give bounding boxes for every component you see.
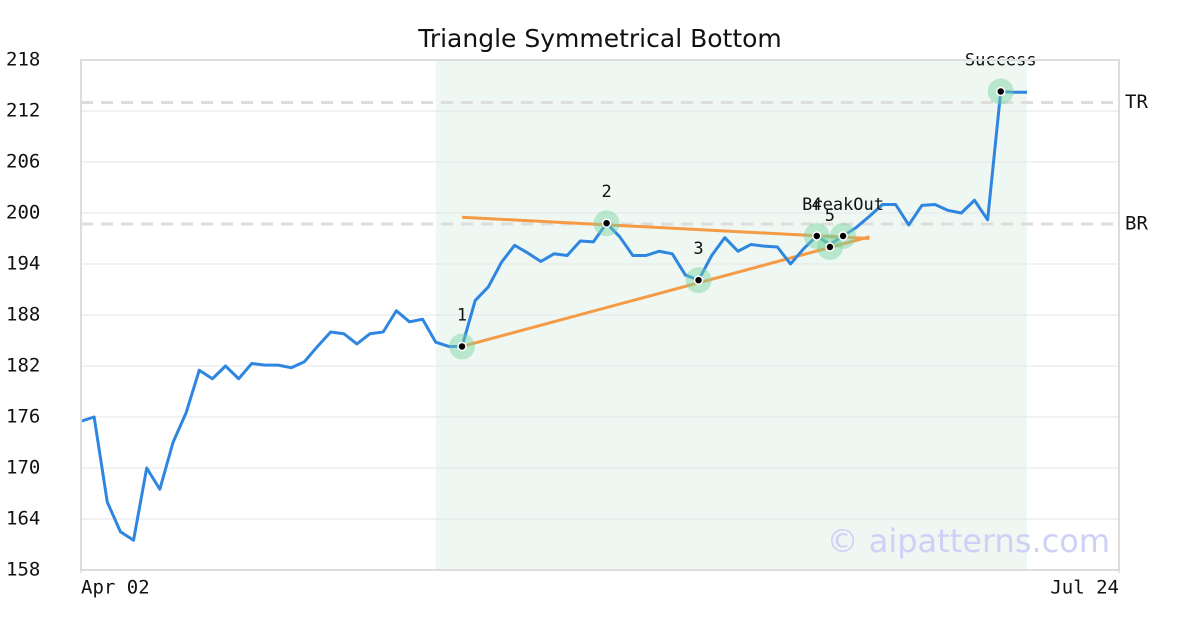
watermark: © aipatterns.com (827, 522, 1110, 560)
y-tick-label: 182 (6, 355, 40, 377)
y-tick-label: 188 (6, 304, 40, 326)
y-tick-label: 158 (6, 559, 40, 581)
marker-dot (601, 218, 612, 228)
price-line (80, 89, 1028, 542)
marker-label: 5 (825, 206, 835, 226)
marker-dot (838, 231, 848, 241)
marker-label: BreakOut (802, 195, 884, 215)
marker-label: 4 (812, 195, 822, 215)
y-tick-label: 212 (6, 100, 40, 122)
marker-dot (995, 86, 1006, 97)
marker-label: 1 (457, 305, 467, 325)
marker-dot (457, 341, 467, 352)
y-tick-label: 194 (6, 253, 40, 275)
marker-label: 2 (601, 182, 611, 202)
chart-title: Triangle Symmetrical Bottom (417, 24, 782, 53)
x-tick-label: Jul 24 (1050, 577, 1119, 599)
y-tick-label: 170 (6, 457, 40, 479)
plot-border (80, 59, 1120, 571)
reference-label: TR (1125, 91, 1148, 113)
marker-label: 3 (693, 239, 703, 259)
x-tick-label: Apr 02 (81, 577, 150, 599)
trend-line (461, 215, 870, 240)
trend-line (461, 235, 870, 348)
marker-dot (825, 242, 835, 252)
marker-dot (693, 275, 704, 285)
y-tick-label: 164 (6, 508, 40, 530)
reference-label: BR (1125, 213, 1148, 235)
y-tick-label: 176 (6, 406, 40, 428)
y-tick-label: 218 (6, 49, 40, 71)
y-tick-label: 206 (6, 151, 40, 173)
y-tick-label: 200 (6, 202, 40, 224)
marker-dot (812, 231, 822, 241)
